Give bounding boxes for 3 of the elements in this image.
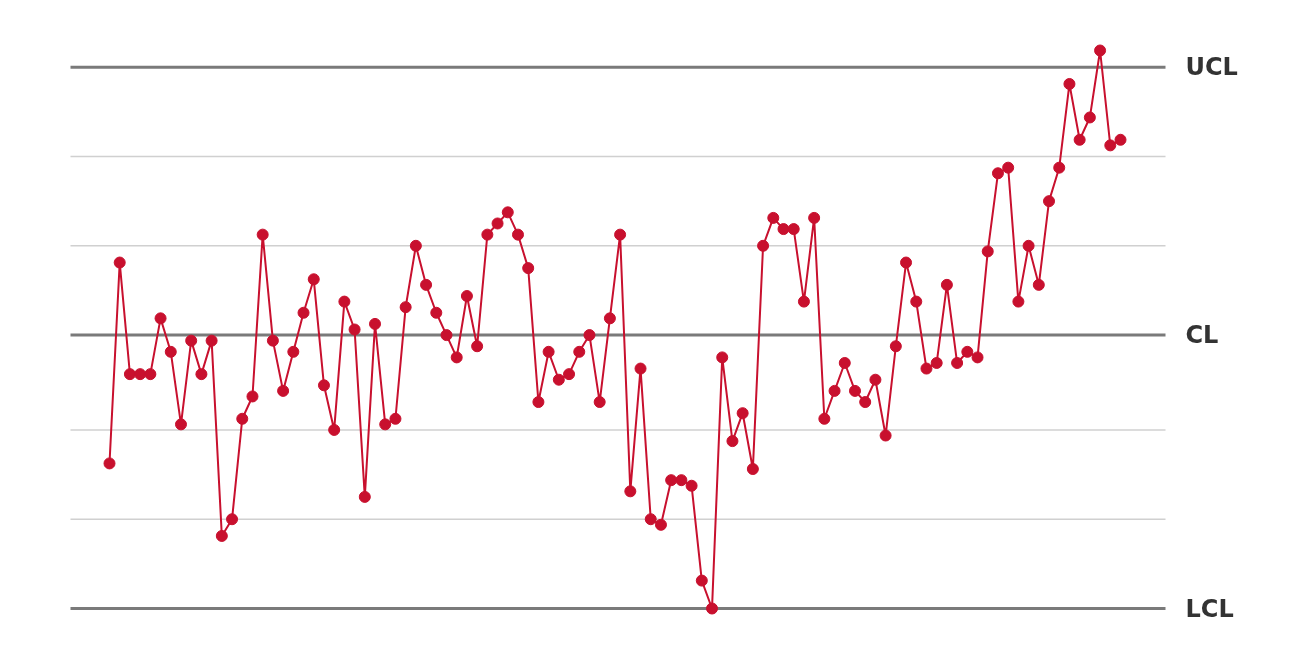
- ref-line-label: CL: [1185, 321, 1219, 350]
- ref-line-label: LCL: [1185, 594, 1234, 623]
- ref-line-label: UCL: [1185, 53, 1238, 82]
